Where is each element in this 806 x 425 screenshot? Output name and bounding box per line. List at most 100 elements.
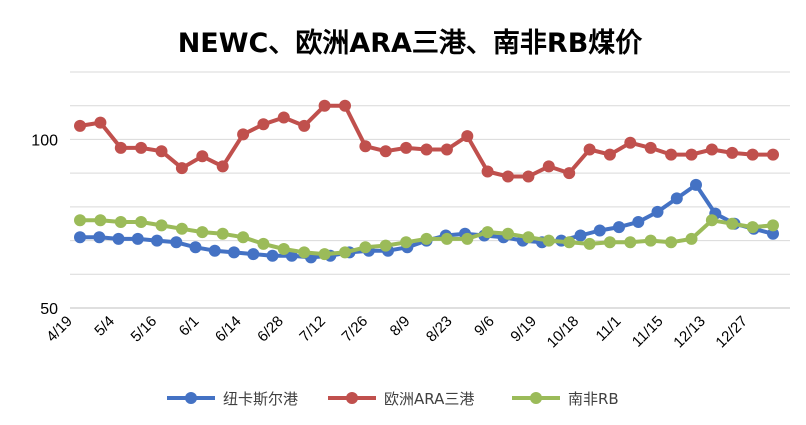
x-tick-label: 12/13: [670, 313, 709, 352]
data-point: [74, 119, 86, 132]
data-point: [651, 205, 664, 218]
data-point: [593, 224, 606, 237]
data-point: [746, 148, 759, 161]
x-tick-label: 8/9: [387, 313, 414, 340]
y-tick-label: 100: [31, 132, 58, 149]
data-point: [746, 221, 759, 234]
data-point: [726, 146, 739, 159]
data-point: [155, 219, 168, 232]
data-point: [277, 111, 290, 124]
x-axis: 4/19 5/4 5/16 6/1 6/14 6/28 7/12 7/26 8/9 8/23 9/6…: [43, 313, 751, 352]
data-point: [705, 143, 718, 156]
data-point: [563, 167, 576, 180]
legend-swatch-marker: [185, 392, 197, 404]
data-point: [175, 162, 188, 175]
data-point: [574, 229, 587, 242]
data-point: [632, 216, 645, 228]
y-tick-label: 50: [40, 301, 58, 318]
data-point: [603, 236, 616, 249]
data-point: [400, 236, 413, 249]
data-point: [208, 244, 221, 257]
data-point: [237, 231, 250, 244]
data-point: [216, 160, 229, 173]
data-point: [94, 214, 107, 227]
x-tick-label: 7/12: [296, 313, 329, 346]
data-point: [644, 141, 657, 154]
data-point: [461, 130, 474, 143]
x-tick-label: 9/19: [507, 313, 540, 346]
data-point: [175, 222, 188, 235]
data-point: [74, 231, 86, 244]
x-tick-label: 7/26: [339, 313, 372, 346]
data-point: [359, 140, 372, 153]
data-point: [339, 246, 351, 259]
x-tick-label: 11/15: [629, 313, 667, 351]
data-point: [670, 192, 683, 205]
data-point: [135, 216, 148, 228]
x-tick-label: 5/16: [128, 313, 161, 346]
data-point: [767, 227, 779, 240]
data-point: [247, 248, 260, 261]
x-tick-label: 8/23: [423, 313, 456, 346]
data-point: [690, 178, 702, 191]
data-point: [135, 141, 148, 154]
data-point: [228, 246, 240, 259]
data-point: [440, 232, 453, 245]
data-point: [522, 170, 535, 183]
x-tick-label: 12/27: [712, 313, 751, 352]
legend-label: 欧洲ARA三港: [384, 390, 474, 408]
data-point: [502, 170, 514, 183]
chart-title: NEWC、欧洲ARA三港、南非RB煤价: [178, 28, 644, 59]
data-point: [196, 226, 209, 239]
data-point: [583, 143, 596, 156]
data-point: [685, 232, 698, 245]
legend-label: 南非RB: [568, 390, 619, 408]
data-point: [155, 145, 168, 158]
data-point: [400, 141, 413, 154]
data-point: [151, 234, 163, 247]
data-point: [298, 119, 311, 132]
data-point: [257, 118, 270, 131]
x-tick-label: 9/6: [471, 313, 498, 340]
x-tick-label: 6/28: [254, 313, 287, 346]
data-point: [237, 128, 250, 141]
data-point: [502, 227, 514, 240]
x-tick-label: 6/1: [176, 313, 203, 340]
data-point: [379, 239, 392, 252]
data-point: [665, 236, 678, 249]
data-point: [583, 237, 596, 250]
data-point: [318, 99, 331, 112]
data-point: [603, 148, 616, 161]
data-point: [613, 221, 625, 234]
data-point: [481, 226, 494, 239]
data-point: [624, 136, 637, 149]
data-point: [420, 143, 433, 156]
data-point: [726, 217, 739, 230]
data-point: [298, 246, 311, 259]
data-point: [112, 232, 125, 245]
data-point: [94, 116, 107, 129]
legend-label: 纽卡斯尔港: [223, 390, 298, 408]
data-point: [440, 143, 453, 156]
data-point: [114, 141, 127, 154]
legend: 纽卡斯尔港 欧洲ARA三港 南非RB: [167, 390, 619, 408]
data-point: [767, 148, 779, 161]
data-point: [563, 236, 576, 249]
x-tick-label: 11/1: [593, 313, 625, 345]
data-point: [379, 145, 392, 158]
data-point: [685, 148, 698, 161]
series-group: [74, 99, 779, 264]
data-point: [277, 243, 290, 255]
data-point: [114, 216, 127, 228]
data-point: [318, 248, 331, 261]
data-point: [542, 160, 555, 173]
data-point: [196, 150, 209, 163]
legend-swatch-marker: [346, 392, 358, 404]
data-point: [93, 231, 106, 244]
data-point: [461, 232, 474, 245]
data-point: [257, 237, 270, 250]
x-tick-label: 5/4: [91, 313, 118, 340]
data-point: [170, 236, 183, 249]
data-point: [644, 234, 657, 247]
data-point: [481, 165, 494, 178]
